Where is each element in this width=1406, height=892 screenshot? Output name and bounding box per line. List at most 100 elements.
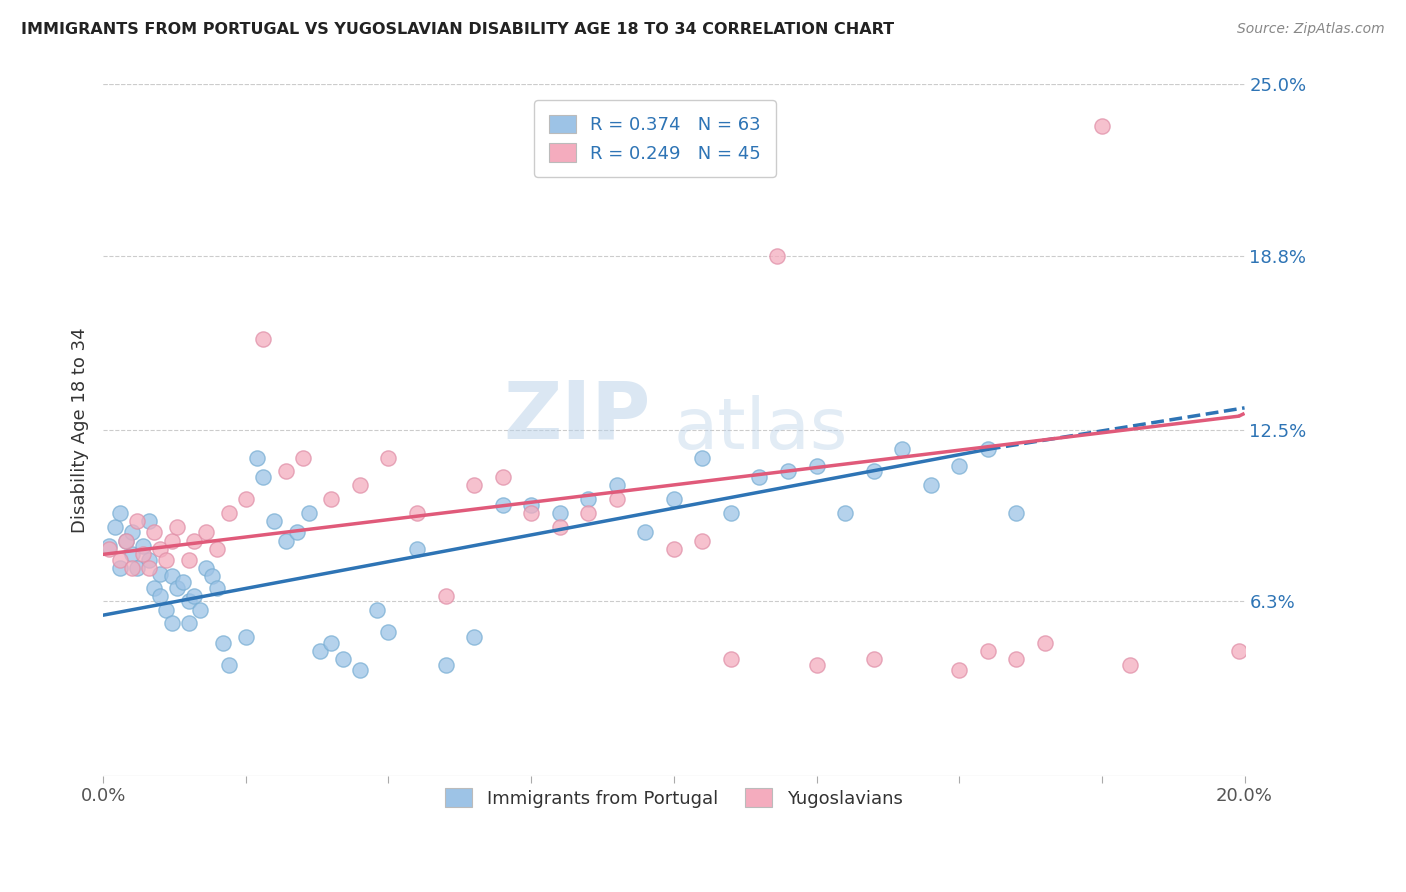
Point: [377, 624, 399, 639]
Point: [155, 553, 177, 567]
Point: [748, 470, 770, 484]
Point: [177, 553, 200, 567]
Point: [115, 533, 138, 548]
Point: [1119, 657, 1142, 672]
Point: [576, 492, 599, 507]
Point: [110, 561, 132, 575]
Point: [406, 541, 429, 556]
Point: [349, 664, 371, 678]
Point: [252, 332, 274, 346]
Point: [776, 465, 799, 479]
Point: [1005, 652, 1028, 666]
Point: [765, 249, 787, 263]
Point: [662, 541, 685, 556]
Y-axis label: Disability Age 18 to 34: Disability Age 18 to 34: [72, 327, 89, 533]
Point: [434, 657, 457, 672]
Point: [207, 541, 229, 556]
Point: [166, 581, 188, 595]
Point: [138, 553, 160, 567]
Point: [121, 525, 143, 540]
Point: [491, 498, 513, 512]
Point: [132, 547, 155, 561]
Text: Source: ZipAtlas.com: Source: ZipAtlas.com: [1237, 22, 1385, 37]
Text: atlas: atlas: [673, 395, 848, 465]
Point: [606, 478, 628, 492]
Point: [434, 589, 457, 603]
Point: [132, 539, 155, 553]
Point: [166, 519, 188, 533]
Point: [207, 581, 229, 595]
Point: [155, 602, 177, 616]
Point: [520, 498, 543, 512]
Point: [349, 478, 371, 492]
Point: [138, 561, 160, 575]
Point: [194, 561, 217, 575]
Point: [138, 514, 160, 528]
Point: [920, 478, 942, 492]
Point: [218, 506, 240, 520]
Point: [576, 506, 599, 520]
Point: [720, 506, 742, 520]
Point: [1005, 506, 1028, 520]
Point: [948, 458, 970, 473]
Point: [291, 450, 314, 465]
Point: [172, 574, 194, 589]
Point: [1227, 644, 1250, 658]
Point: [692, 533, 714, 548]
Point: [127, 561, 149, 575]
Point: [606, 492, 628, 507]
Point: [274, 465, 297, 479]
Point: [297, 506, 319, 520]
Point: [115, 533, 138, 548]
Point: [110, 506, 132, 520]
Point: [200, 569, 222, 583]
Point: [160, 569, 183, 583]
Point: [194, 525, 217, 540]
Point: [862, 652, 884, 666]
Point: [252, 470, 274, 484]
Point: [1033, 636, 1056, 650]
Point: [520, 506, 543, 520]
Legend: Immigrants from Portugal, Yugoslavians: Immigrants from Portugal, Yugoslavians: [439, 781, 910, 815]
Point: [862, 465, 884, 479]
Point: [332, 652, 354, 666]
Point: [366, 602, 388, 616]
Point: [548, 519, 571, 533]
Point: [121, 547, 143, 561]
Point: [183, 589, 205, 603]
Point: [183, 533, 205, 548]
Point: [720, 652, 742, 666]
Point: [321, 492, 343, 507]
Point: [97, 539, 120, 553]
Point: [103, 519, 125, 533]
Point: [97, 541, 120, 556]
Point: [321, 636, 343, 650]
Point: [127, 514, 149, 528]
Point: [246, 450, 269, 465]
Text: ZIP: ZIP: [503, 377, 651, 455]
Point: [976, 644, 998, 658]
Point: [235, 630, 257, 644]
Point: [491, 470, 513, 484]
Point: [143, 581, 166, 595]
Point: [121, 561, 143, 575]
Point: [976, 442, 998, 457]
Point: [110, 553, 132, 567]
Point: [309, 644, 332, 658]
Point: [218, 657, 240, 672]
Point: [662, 492, 685, 507]
Text: IMMIGRANTS FROM PORTUGAL VS YUGOSLAVIAN DISABILITY AGE 18 TO 34 CORRELATION CHAR: IMMIGRANTS FROM PORTUGAL VS YUGOSLAVIAN …: [21, 22, 894, 37]
Point: [235, 492, 257, 507]
Point: [160, 616, 183, 631]
Point: [377, 450, 399, 465]
Point: [806, 458, 828, 473]
Point: [948, 664, 970, 678]
Point: [177, 616, 200, 631]
Point: [463, 630, 485, 644]
Point: [143, 525, 166, 540]
Point: [891, 442, 914, 457]
Point: [463, 478, 485, 492]
Point: [285, 525, 308, 540]
Point: [548, 506, 571, 520]
Point: [149, 566, 172, 581]
